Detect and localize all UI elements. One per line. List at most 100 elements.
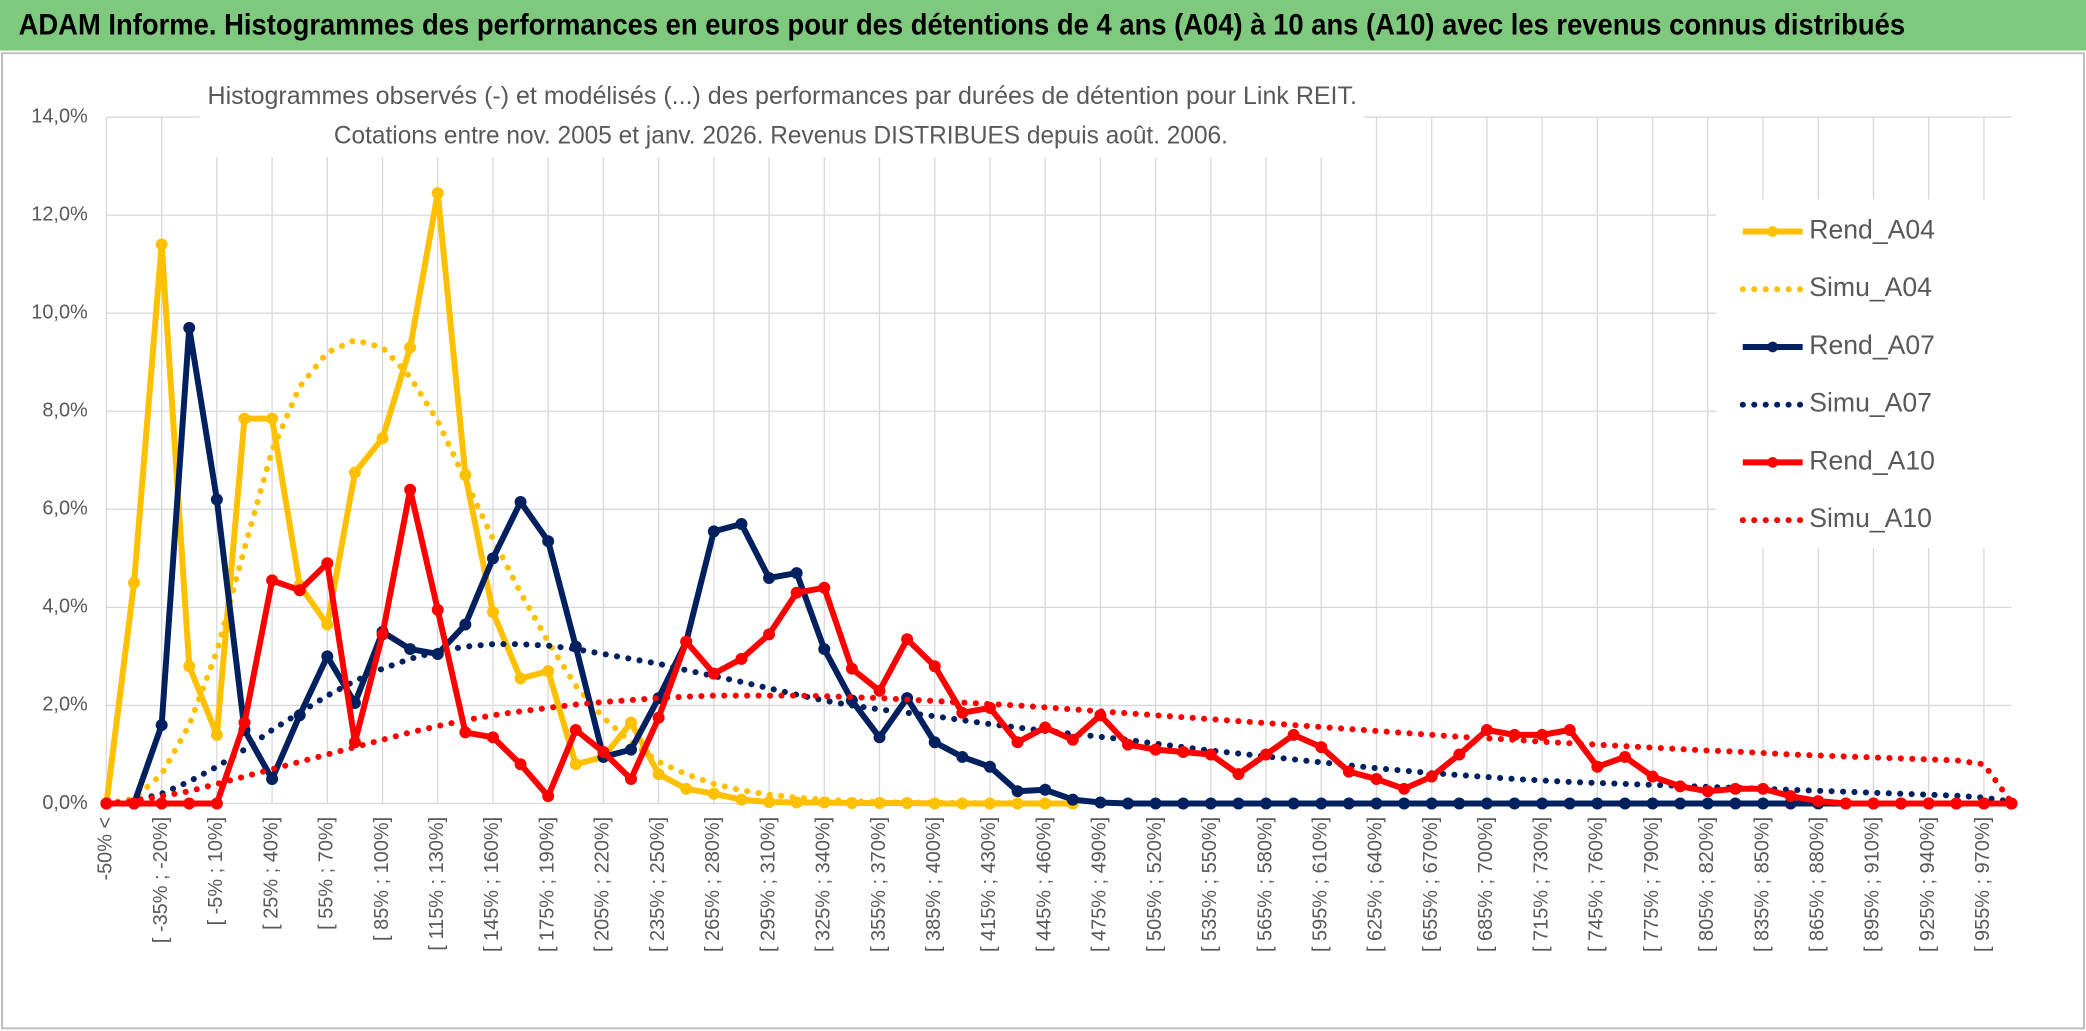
- data-point: [652, 711, 665, 724]
- data-point: [183, 660, 196, 673]
- data-point: [183, 797, 196, 810]
- data-point: [983, 760, 996, 773]
- data-point: [680, 782, 693, 795]
- data-point: [928, 736, 941, 749]
- x-tick-label: [ -5% ; 10%]: [205, 817, 227, 926]
- y-tick-label: 2,0%: [42, 694, 88, 716]
- data-point: [1260, 748, 1273, 761]
- data-point: [1729, 797, 1742, 810]
- data-point: [1370, 797, 1383, 810]
- legend-marker: [1767, 341, 1779, 353]
- data-point: [1646, 770, 1659, 783]
- x-tick-label: [ 685% ; 700%]: [1475, 817, 1497, 952]
- data-point: [1425, 770, 1438, 783]
- data-point: [266, 574, 279, 587]
- x-tick-label: [ 145% ; 160%]: [481, 817, 503, 952]
- data-point: [1425, 797, 1438, 810]
- data-point: [1701, 785, 1714, 798]
- data-point: [818, 581, 831, 594]
- data-point: [542, 790, 555, 803]
- data-point: [1204, 748, 1217, 761]
- data-point: [1922, 797, 1935, 810]
- data-point: [1536, 797, 1549, 810]
- data-point: [486, 552, 499, 565]
- data-point: [1618, 797, 1631, 810]
- data-point: [1674, 780, 1687, 793]
- data-point: [569, 723, 582, 736]
- x-tick-label: [ 835% ; 850%]: [1751, 817, 1773, 952]
- series-line: [106, 324, 2012, 807]
- data-point: [238, 412, 251, 425]
- x-tick-label: [ 265% ; 280%]: [702, 817, 724, 952]
- data-point: [1011, 736, 1024, 749]
- data-point: [376, 432, 389, 445]
- title-background: [199, 77, 1364, 157]
- data-point: [1370, 773, 1383, 785]
- x-tick-label: [ 535% ; 550%]: [1199, 817, 1221, 952]
- legend-background: [1716, 199, 2012, 549]
- data-point: [459, 618, 472, 631]
- data-point: [707, 525, 720, 538]
- data-point: [1839, 797, 1852, 810]
- data-point: [1398, 797, 1411, 810]
- data-point: [928, 660, 941, 673]
- x-tick-label: [ 205% ; 220%]: [592, 817, 614, 952]
- data-point: [404, 483, 417, 496]
- chart-title: Histogrammes observés (-) et modélisés (…: [208, 82, 1357, 110]
- data-point: [1287, 797, 1300, 810]
- x-tick-label: [ 895% ; 910%]: [1862, 817, 1884, 952]
- x-tick-label: [ 775% ; 790%]: [1641, 817, 1663, 952]
- data-point: [707, 787, 720, 800]
- data-point: [1536, 728, 1549, 741]
- data-point: [625, 716, 638, 729]
- y-tick-label: 12,0%: [31, 203, 88, 225]
- x-tick-label: [ 865% ; 880%]: [1806, 817, 1828, 952]
- legend-label: Rend_A07: [1809, 330, 1935, 360]
- data-point: [155, 238, 168, 251]
- plot: [100, 187, 2018, 810]
- data-point: [404, 341, 417, 354]
- data-point: [1039, 783, 1052, 796]
- data-point: [1177, 746, 1190, 759]
- data-point: [1674, 797, 1687, 810]
- data-point: [1287, 728, 1300, 741]
- x-tick-label: [ 325% ; 340%]: [813, 817, 835, 952]
- x-tick-label: [ 625% ; 640%]: [1365, 817, 1387, 952]
- chart-frame: [0, 52, 2086, 1030]
- y-tick-label: 14,0%: [31, 105, 88, 127]
- data-point: [1757, 782, 1769, 795]
- data-point: [1618, 750, 1631, 763]
- data-point: [1950, 797, 1963, 810]
- data-point: [1149, 743, 1162, 756]
- data-point: [514, 672, 527, 685]
- data-point: [404, 643, 417, 656]
- data-point: [1177, 797, 1190, 810]
- legend-label: Rend_A10: [1809, 445, 1935, 475]
- x-tick-label: [ 55% ; 70%]: [316, 817, 338, 930]
- data-point: [1563, 797, 1576, 810]
- series-line: [106, 486, 2012, 807]
- data-point: [1895, 797, 1908, 810]
- data-point: [735, 793, 748, 806]
- data-point: [128, 576, 141, 589]
- data-point: [293, 584, 306, 597]
- x-tick-label: [ 295% ; 310%]: [757, 817, 779, 952]
- data-point: [1122, 797, 1134, 810]
- axes: 0,0% 2,0% 4,0% 6,0% 8,0% 10,0% 12,0% 14,0% -50% …: [31, 105, 1994, 952]
- data-point: [1342, 797, 1355, 810]
- data-point: [763, 796, 776, 809]
- data-point: [321, 557, 334, 570]
- data-point: [266, 773, 279, 785]
- data-point: [707, 667, 720, 680]
- x-tick-label: [ 25% ; 40%]: [260, 817, 282, 930]
- chart-subtitle: Cotations entre nov. 2005 et janv. 2026.…: [334, 122, 1228, 150]
- data-point: [597, 746, 610, 759]
- data-point: [1011, 785, 1024, 798]
- data-point: [1066, 733, 1079, 746]
- data-point: [155, 797, 168, 810]
- data-point: [1977, 797, 1990, 810]
- data-point: [486, 606, 499, 619]
- data-point: [155, 719, 168, 732]
